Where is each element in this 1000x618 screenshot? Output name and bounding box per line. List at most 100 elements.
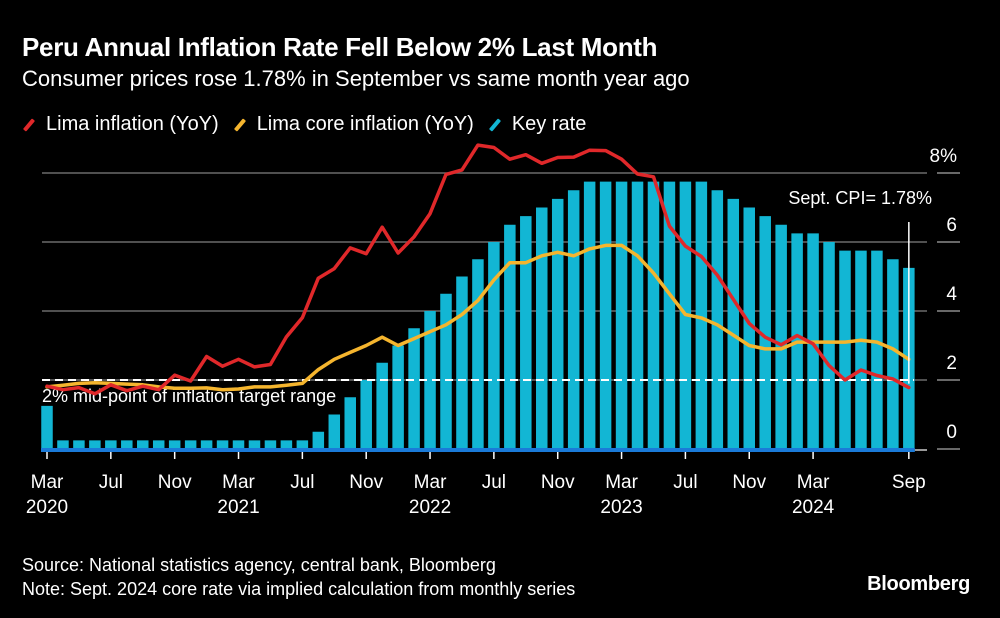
chart-subtitle: Consumer prices rose 1.78% in September … bbox=[22, 66, 690, 91]
key-rate-bar bbox=[871, 250, 883, 449]
y-tick-label: 6 bbox=[946, 215, 957, 236]
y-axis-labels: 0 2 4 6 8% bbox=[930, 146, 958, 443]
key-rate-bar bbox=[887, 259, 899, 449]
key-rate-bar bbox=[647, 181, 660, 449]
x-tick-year-label: 2023 bbox=[600, 497, 642, 518]
x-tick-year-label: 2021 bbox=[217, 497, 259, 518]
key-rate-bar bbox=[89, 440, 101, 449]
core-inflation-line bbox=[45, 243, 911, 392]
x-tick-label: Mar bbox=[31, 472, 64, 493]
key-rate-bar bbox=[312, 431, 325, 449]
y-tick-label: 0 bbox=[946, 422, 957, 443]
legend-label-core-inflation: Lima core inflation (YoY) bbox=[256, 113, 474, 135]
y-tick-label: 2 bbox=[946, 353, 957, 374]
legend-label-key-rate: Key rate bbox=[511, 113, 587, 135]
x-tick-label: Mar bbox=[605, 472, 638, 493]
key-rate-bar bbox=[344, 397, 356, 449]
key-rate-bar bbox=[615, 181, 628, 449]
legend-item-core-inflation: Lima core inflation (YoY) bbox=[233, 113, 474, 136]
key-rate-bar bbox=[823, 242, 835, 449]
target-reference-label: 2% mid-point of inflation target range bbox=[42, 386, 336, 406]
key-rate-bar bbox=[328, 414, 341, 449]
key-rate-bar bbox=[599, 181, 612, 449]
key-rate-bar bbox=[504, 224, 516, 449]
key-rate-bar bbox=[583, 181, 596, 449]
x-tick-label: Mar bbox=[414, 472, 447, 493]
key-rate-bar bbox=[488, 242, 500, 449]
x-tick-label: Mar bbox=[222, 472, 255, 493]
key-rate-bar bbox=[264, 440, 277, 449]
legend: Lima inflation (YoY) Lima core inflation… bbox=[22, 113, 600, 136]
key-rate-bar bbox=[248, 440, 261, 449]
key-rate-bar bbox=[743, 207, 755, 449]
x-tick-label: Jul bbox=[482, 472, 506, 493]
key-rate-bar bbox=[839, 250, 851, 449]
y-tick-label: 4 bbox=[946, 284, 957, 305]
source-note: Source: National statistics agency, cent… bbox=[22, 555, 496, 575]
x-tick-label: Jul bbox=[99, 472, 123, 493]
key-rate-bar bbox=[105, 440, 117, 449]
key-rate-bar bbox=[536, 207, 548, 449]
annotations: Sept. CPI= 1.78% bbox=[788, 188, 932, 384]
key-rate-bar bbox=[121, 440, 133, 449]
key-rate-bar bbox=[41, 405, 53, 449]
inflation-lines bbox=[45, 143, 911, 396]
x-tick-label: Mar bbox=[797, 472, 830, 493]
legend-item-lima-inflation: Lima inflation (YoY) bbox=[22, 113, 219, 136]
x-tick-label: Nov bbox=[349, 472, 383, 493]
key-rate-bar bbox=[408, 328, 420, 449]
bloomberg-logo: Bloomberg bbox=[867, 573, 970, 595]
x-tick-label: Nov bbox=[732, 472, 766, 493]
key-rate-bar bbox=[456, 276, 468, 449]
key-rate-bar bbox=[152, 440, 165, 449]
x-tick-label: Jul bbox=[290, 472, 314, 493]
key-rate-bar bbox=[727, 198, 740, 449]
x-tick-label: Sep bbox=[892, 472, 926, 493]
reference-line-group: 2% mid-point of inflation target range bbox=[41, 379, 914, 408]
key-rate-bar bbox=[137, 440, 149, 449]
x-tick-label: Nov bbox=[158, 472, 192, 493]
key-rate-bar bbox=[520, 216, 532, 449]
key-rate-bar bbox=[567, 190, 580, 449]
key-rate-bar bbox=[663, 181, 676, 449]
footnote: Note: Sept. 2024 core rate via implied c… bbox=[22, 579, 576, 599]
key-rate-bar bbox=[73, 440, 85, 449]
key-rate-bar bbox=[855, 250, 867, 449]
x-tick-label: Nov bbox=[541, 472, 575, 493]
key-rate-bar bbox=[216, 440, 229, 449]
key-rate-bar bbox=[424, 311, 436, 449]
key-rate-bar bbox=[440, 293, 452, 449]
key-rate-bar bbox=[280, 440, 293, 449]
legend-label-lima-inflation: Lima inflation (YoY) bbox=[46, 113, 219, 135]
key-rate-bar bbox=[184, 440, 197, 449]
x-tick-label: Jul bbox=[673, 472, 697, 493]
footer: Source: National statistics agency, cent… bbox=[22, 553, 575, 601]
key-rate-bar bbox=[57, 440, 69, 449]
chart-title: Peru Annual Inflation Rate Fell Below 2%… bbox=[22, 32, 658, 62]
key-rate-bar bbox=[392, 345, 404, 449]
lima-inflation-line bbox=[45, 143, 911, 396]
sept-cpi-annotation: Sept. CPI= 1.78% bbox=[788, 188, 932, 208]
key-rate-bar bbox=[200, 440, 213, 449]
x-tick-year-label: 2022 bbox=[409, 497, 451, 518]
key-rate-bar bbox=[551, 198, 564, 449]
x-tick-year-label: 2024 bbox=[792, 497, 835, 518]
key-rate-bar bbox=[376, 362, 388, 449]
y-tick-label: 8% bbox=[930, 146, 958, 167]
key-rate-bar bbox=[695, 181, 708, 449]
key-rate-bar bbox=[232, 440, 245, 449]
key-rate-bar bbox=[759, 216, 771, 449]
key-rate-bar bbox=[168, 440, 181, 449]
key-rate-bars bbox=[41, 181, 915, 449]
gridlines bbox=[42, 172, 960, 450]
key-rate-bar bbox=[296, 440, 309, 449]
key-rate-bar bbox=[775, 224, 787, 449]
legend-item-key-rate: Key rate bbox=[488, 113, 586, 136]
key-rate-bar bbox=[631, 181, 644, 449]
key-rate-bar bbox=[711, 190, 724, 449]
key-rate-bar bbox=[360, 380, 372, 449]
x-tick-year-label: 2020 bbox=[26, 497, 68, 518]
key-rate-bar bbox=[472, 259, 484, 449]
x-axis: Mar 2020 Jul Nov Mar 2021 Jul Nov Mar 2022 Jul Nov M… bbox=[26, 448, 927, 518]
